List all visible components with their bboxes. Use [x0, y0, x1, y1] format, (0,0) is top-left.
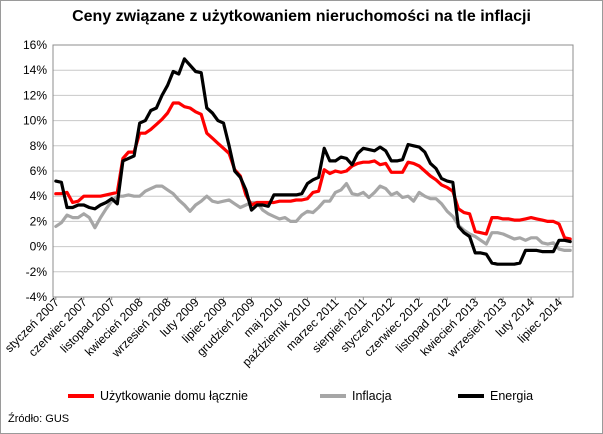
legend-swatch-uzytkowanie — [68, 394, 94, 398]
legend-swatch-inflacja — [320, 394, 346, 398]
series-line-0 — [54, 101, 572, 241]
legend-swatch-energia — [458, 394, 484, 398]
legend-item-energia: Energia — [458, 388, 533, 404]
y-tick-label-1: -2% — [26, 265, 48, 279]
y-tick-label-4: 4% — [30, 189, 48, 203]
legend-item-inflacja: Inflacja — [320, 388, 392, 404]
y-tick-label-5: 6% — [30, 164, 48, 178]
y-tick-label-10: 16% — [23, 38, 47, 52]
y-tick-label-3: 2% — [30, 214, 48, 228]
y-tick-label-2: 0% — [30, 240, 48, 254]
y-tick-label-0: -4% — [26, 290, 48, 304]
y-tick-label-9: 14% — [23, 63, 47, 77]
y-tick-label-6: 8% — [30, 139, 48, 153]
y-tick-label-8: 12% — [23, 88, 47, 102]
series-line-2 — [54, 57, 572, 266]
legend-item-uzytkowanie: Użytkowanie domu łącznie — [68, 388, 248, 404]
series-line-1 — [54, 182, 572, 252]
legend-label-uzytkowanie: Użytkowanie domu łącznie — [100, 389, 248, 403]
y-tick-label-7: 10% — [23, 114, 47, 128]
legend-label-inflacja: Inflacja — [352, 389, 392, 403]
plot-border — [52, 44, 574, 298]
legend-label-energia: Energia — [490, 389, 534, 403]
source-note: Źródło: GUS — [8, 413, 70, 425]
chart-title: Ceny związane z użytkowaniem nieruchomoś… — [72, 8, 531, 25]
